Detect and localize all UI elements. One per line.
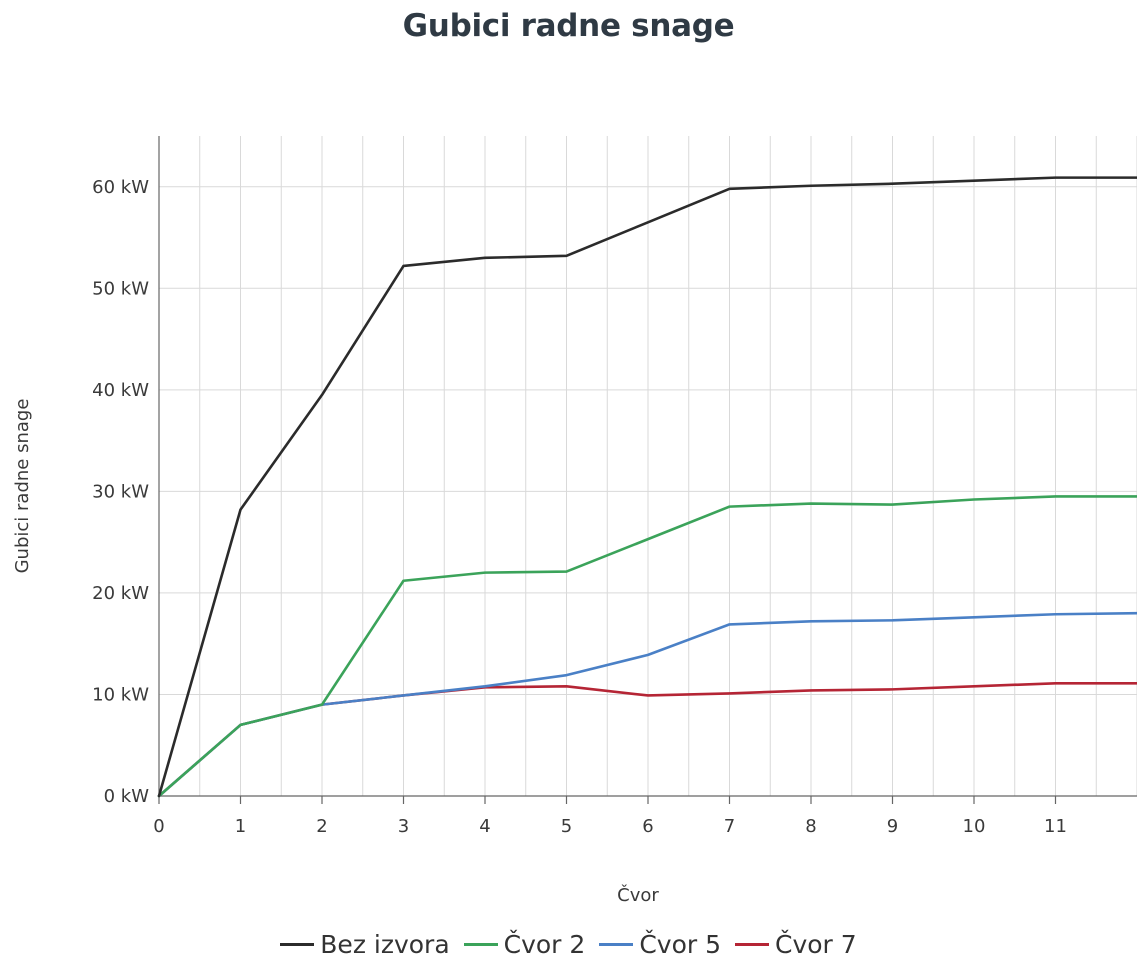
x-tick-label: 8 (805, 816, 816, 837)
x-tick-label: 10 (963, 816, 986, 837)
y-tick-label: 30 kW (92, 481, 149, 502)
legend-label: Čvor 2 (503, 930, 586, 959)
y-tick-label: 50 kW (92, 278, 149, 299)
grid-lines (159, 136, 1137, 796)
x-tick-label: 3 (398, 816, 409, 837)
x-tick-label: 9 (887, 816, 898, 837)
legend-swatch (735, 943, 770, 946)
x-tick-label: 7 (724, 816, 735, 837)
y-tick-label: 40 kW (92, 380, 149, 401)
x-tick-label: 0 (153, 816, 164, 837)
x-tick-label: 5 (561, 816, 572, 837)
x-tick-label: 2 (316, 816, 327, 837)
x-tick-label: 1 (235, 816, 246, 837)
x-tick-label: 6 (642, 816, 653, 837)
legend: Bez izvora Čvor 2 Čvor 5 Čvor 7 (0, 930, 1137, 959)
chart-title: Gubici radne snage (402, 8, 735, 44)
legend-item[interactable]: Čvor 2 (463, 930, 586, 959)
y-tick-label: 20 kW (92, 583, 149, 604)
legend-label: Bez izvora (320, 930, 450, 959)
legend-swatch (280, 943, 315, 946)
legend-item[interactable]: Bez izvora (280, 930, 450, 959)
legend-swatch (463, 943, 498, 946)
series-lines (157, 176, 1137, 798)
y-tick-label: 0 kW (104, 786, 150, 807)
legend-label: Čvor 7 (775, 930, 857, 959)
series-line-bez-izvora (157, 176, 1137, 798)
y-tick-label: 10 kW (92, 684, 149, 705)
x-axis-title: Čvor (617, 884, 659, 906)
series-line-čvor-2 (157, 495, 1137, 798)
legend-label: Čvor 5 (639, 930, 722, 959)
tick-labels: 0 kW 10 kW 20 kW 30 kW 40 kW 50 kW 60 kW 0 1 2 3 4 5… (92, 177, 1067, 837)
x-tick-label: 4 (479, 816, 490, 837)
axes (158, 136, 1137, 804)
y-axis-title: Gubici radne snage (12, 399, 33, 574)
legend-item[interactable]: Čvor 7 (735, 930, 857, 959)
legend-item[interactable]: Čvor 5 (599, 930, 721, 959)
x-tick-label: 11 (1044, 816, 1067, 837)
legend-swatch (599, 943, 634, 946)
y-tick-label: 60 kW (92, 177, 149, 198)
